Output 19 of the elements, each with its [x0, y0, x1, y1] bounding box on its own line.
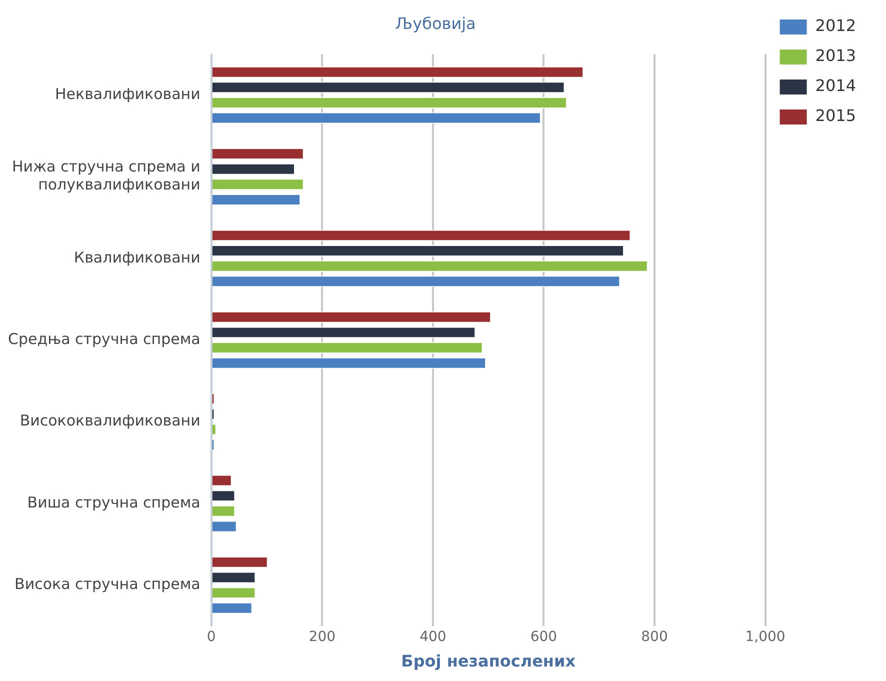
- y-tick-label: Висока стручна спрема: [14, 575, 200, 594]
- chart-title: Љубовија: [395, 14, 476, 33]
- y-tick-label: Средња стручна спрема: [8, 330, 200, 348]
- y-tick-label: Висококвалификовани: [20, 412, 200, 430]
- legend-label: 2015: [815, 106, 856, 126]
- y-tick-label: Квалификовани: [74, 248, 200, 266]
- x-tick-label: 600: [530, 629, 558, 646]
- x-tick-label: 400: [420, 629, 446, 646]
- y-tick-label: Виша стручна спрема: [27, 493, 200, 512]
- legend-label: 2012: [815, 16, 856, 36]
- x-tick-label: 0: [206, 629, 216, 646]
- legend-label: 2014: [815, 76, 856, 96]
- x-tick-label: 1,000: [745, 629, 786, 646]
- y-tick-label: Нижа стручна спрема и полуквалификовани: [12, 158, 200, 194]
- x-tick-label: 800: [641, 629, 668, 646]
- x-tick-label: 200: [308, 629, 336, 646]
- legend-label: 2013: [815, 46, 856, 66]
- x-axis-title: Број незапослених: [401, 652, 576, 671]
- y-tick-label: Неквалификовани: [55, 84, 200, 103]
